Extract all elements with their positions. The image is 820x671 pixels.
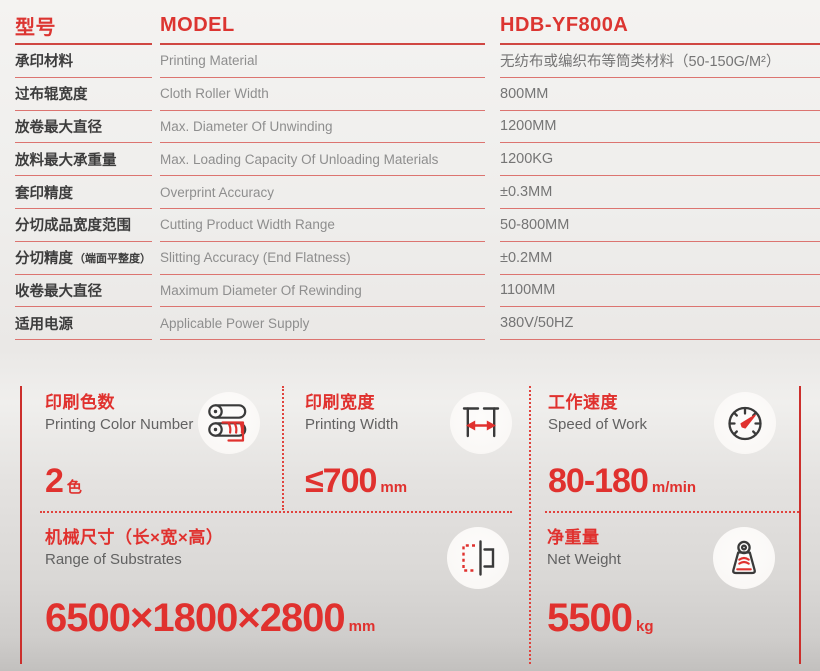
- print-rollers-icon: [198, 392, 260, 454]
- row-value: 380V/50HZ: [500, 307, 820, 341]
- card-value-unit: kg: [635, 618, 654, 635]
- row-cn: 承印材料: [15, 45, 152, 78]
- card-value-number: 6500×1800×2800: [45, 596, 346, 640]
- row-cn: 分切精度 （端面平整度）: [15, 242, 152, 275]
- row-en: Slitting Accuracy (End Flatness): [160, 242, 485, 275]
- table-row: 过布辊宽度 Cloth Roller Width 800MM: [0, 78, 820, 111]
- card-subtitle-en: Net Weight: [547, 551, 621, 568]
- dotted-divider-horizontal-right: [545, 511, 799, 513]
- card-subtitle-en: Printing Color Number: [45, 416, 194, 433]
- row-value: 800MM: [500, 78, 820, 111]
- card-value-number: 2: [45, 462, 64, 500]
- row-en: Maximum Diameter Of Rewinding: [160, 275, 485, 308]
- row-value: 1200MM: [500, 111, 820, 144]
- table-row: 分切成品宽度范围 Cutting Product Width Range 50-…: [0, 209, 820, 242]
- card-subtitle-en: Speed of Work: [548, 416, 647, 433]
- row-cn: 收卷最大直径: [15, 275, 152, 308]
- card-value: 2 色: [45, 462, 82, 501]
- row-value: 1200KG: [500, 143, 820, 177]
- card-subtitle-en: Printing Width: [305, 416, 399, 433]
- table-row: 套印精度 Overprint Accuracy ±0.3MM: [0, 176, 820, 209]
- row-cn-main: 分切精度: [15, 251, 73, 268]
- card-value: 80-180 m/min: [548, 462, 696, 501]
- row-value: ±0.2MM: [500, 242, 820, 275]
- card-printing-width: 印刷宽度 Printing Width ≤700 mm: [305, 388, 450, 501]
- table-header-row: 型号 MODEL HDB-YF800A: [0, 8, 820, 45]
- table-row: 承印材料 Printing Material 无纺布或编织布等筒类材料（50-1…: [0, 45, 820, 78]
- speedometer-icon: [714, 392, 776, 454]
- card-value-unit: mm: [348, 618, 376, 635]
- dimensions-icon: [447, 527, 509, 589]
- card-value: ≤700 mm: [305, 462, 407, 501]
- table-row: 放卷最大直径 Max. Diameter Of Unwinding 1200MM: [0, 111, 820, 144]
- card-value-number: ≤700: [305, 462, 377, 500]
- card-printing-color-number: 印刷色数 Printing Color Number 2 色: [45, 388, 265, 501]
- card-subtitle-en: Range of Substrates: [45, 551, 182, 568]
- width-gauge-icon: [450, 392, 512, 454]
- row-en: Cloth Roller Width: [160, 78, 485, 111]
- row-value: 1100MM: [500, 275, 820, 308]
- header-model-value: HDB-YF800A: [500, 8, 820, 45]
- card-value: 6500×1800×2800 mm: [45, 596, 375, 641]
- card-title-cn: 印刷宽度: [305, 393, 375, 412]
- card-title-cn: 机械尺寸（长×宽×高）: [45, 528, 224, 547]
- card-value-unit: m/min: [651, 479, 697, 496]
- card-value: 5500 kg: [547, 596, 654, 641]
- dotted-divider-vertical-1: [282, 386, 284, 510]
- row-value: 50-800MM: [500, 209, 820, 242]
- table-row: 放料最大承重量 Max. Loading Capacity Of Unloadi…: [0, 143, 820, 177]
- row-en: Cutting Product Width Range: [160, 209, 485, 242]
- row-value: ±0.3MM: [500, 176, 820, 209]
- card-title-cn: 工作速度: [548, 393, 618, 412]
- row-en: Printing Material: [160, 45, 485, 78]
- row-en: Applicable Power Supply: [160, 307, 485, 341]
- row-cn: 套印精度: [15, 176, 152, 209]
- right-accent-line: [799, 386, 801, 664]
- row-value: 无纺布或编织布等筒类材料（50-150G/M²）: [500, 45, 820, 78]
- header-cn: 型号: [15, 8, 152, 45]
- table-row: 适用电源 Applicable Power Supply 380V/50HZ: [0, 307, 820, 341]
- card-value-number: 5500: [547, 596, 633, 640]
- row-cn: 放卷最大直径: [15, 111, 152, 144]
- table-row: 收卷最大直径 Maximum Diameter Of Rewinding 110…: [0, 275, 820, 308]
- card-value-unit: mm: [380, 479, 408, 496]
- dotted-divider-horizontal-left: [40, 511, 512, 513]
- row-cn: 过布辊宽度: [15, 78, 152, 111]
- header-en: MODEL: [160, 8, 485, 45]
- row-cn: 适用电源: [15, 307, 152, 341]
- card-title-cn: 净重量: [547, 528, 600, 547]
- dotted-divider-vertical-2: [529, 386, 531, 664]
- card-value-number: 80-180: [548, 462, 649, 500]
- row-en: Max. Diameter Of Unwinding: [160, 111, 485, 144]
- table-row: 分切精度 （端面平整度） Slitting Accuracy (End Flatn…: [0, 242, 820, 275]
- row-en: Max. Loading Capacity Of Unloading Mater…: [160, 143, 485, 177]
- card-net-weight: 净重量 Net Weight 5500 kg: [547, 523, 707, 641]
- weight-icon: [713, 527, 775, 589]
- row-en: Overprint Accuracy: [160, 176, 485, 209]
- card-speed-of-work: 工作速度 Speed of Work 80-180 m/min: [548, 388, 708, 501]
- card-machine-dimensions: 机械尺寸（长×宽×高） Range of Substrates 6500×180…: [45, 523, 465, 641]
- row-cn-note: （端面平整度）: [74, 252, 151, 265]
- row-cn: 放料最大承重量: [15, 143, 152, 177]
- left-accent-line: [20, 386, 22, 664]
- row-cn: 分切成品宽度范围: [15, 209, 152, 242]
- card-value-unit: 色: [66, 479, 82, 496]
- spec-table: 型号 MODEL HDB-YF800A 承印材料 Printing Materi…: [0, 8, 820, 341]
- card-title-cn: 印刷色数: [45, 393, 115, 412]
